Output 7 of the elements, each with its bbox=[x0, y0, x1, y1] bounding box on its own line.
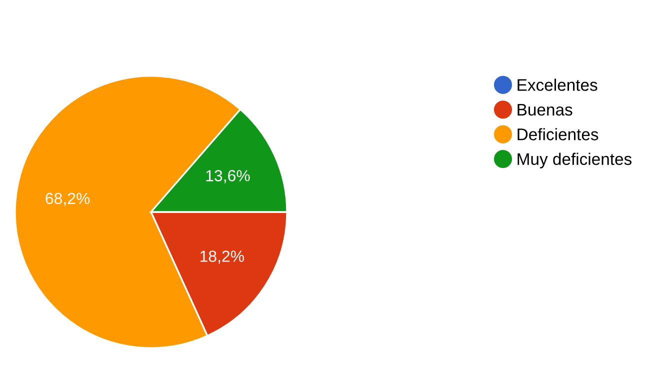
data-label: 68,2% bbox=[46, 192, 90, 206]
data-label: 18,2% bbox=[200, 250, 244, 264]
legend-label: Buenas bbox=[518, 104, 572, 116]
data-label: 13,6% bbox=[206, 170, 250, 184]
legend-label: Excelentes bbox=[518, 78, 598, 91]
legend-label: Muy deficientes bbox=[518, 152, 632, 168]
legend-label: Deficientes bbox=[518, 128, 598, 140]
